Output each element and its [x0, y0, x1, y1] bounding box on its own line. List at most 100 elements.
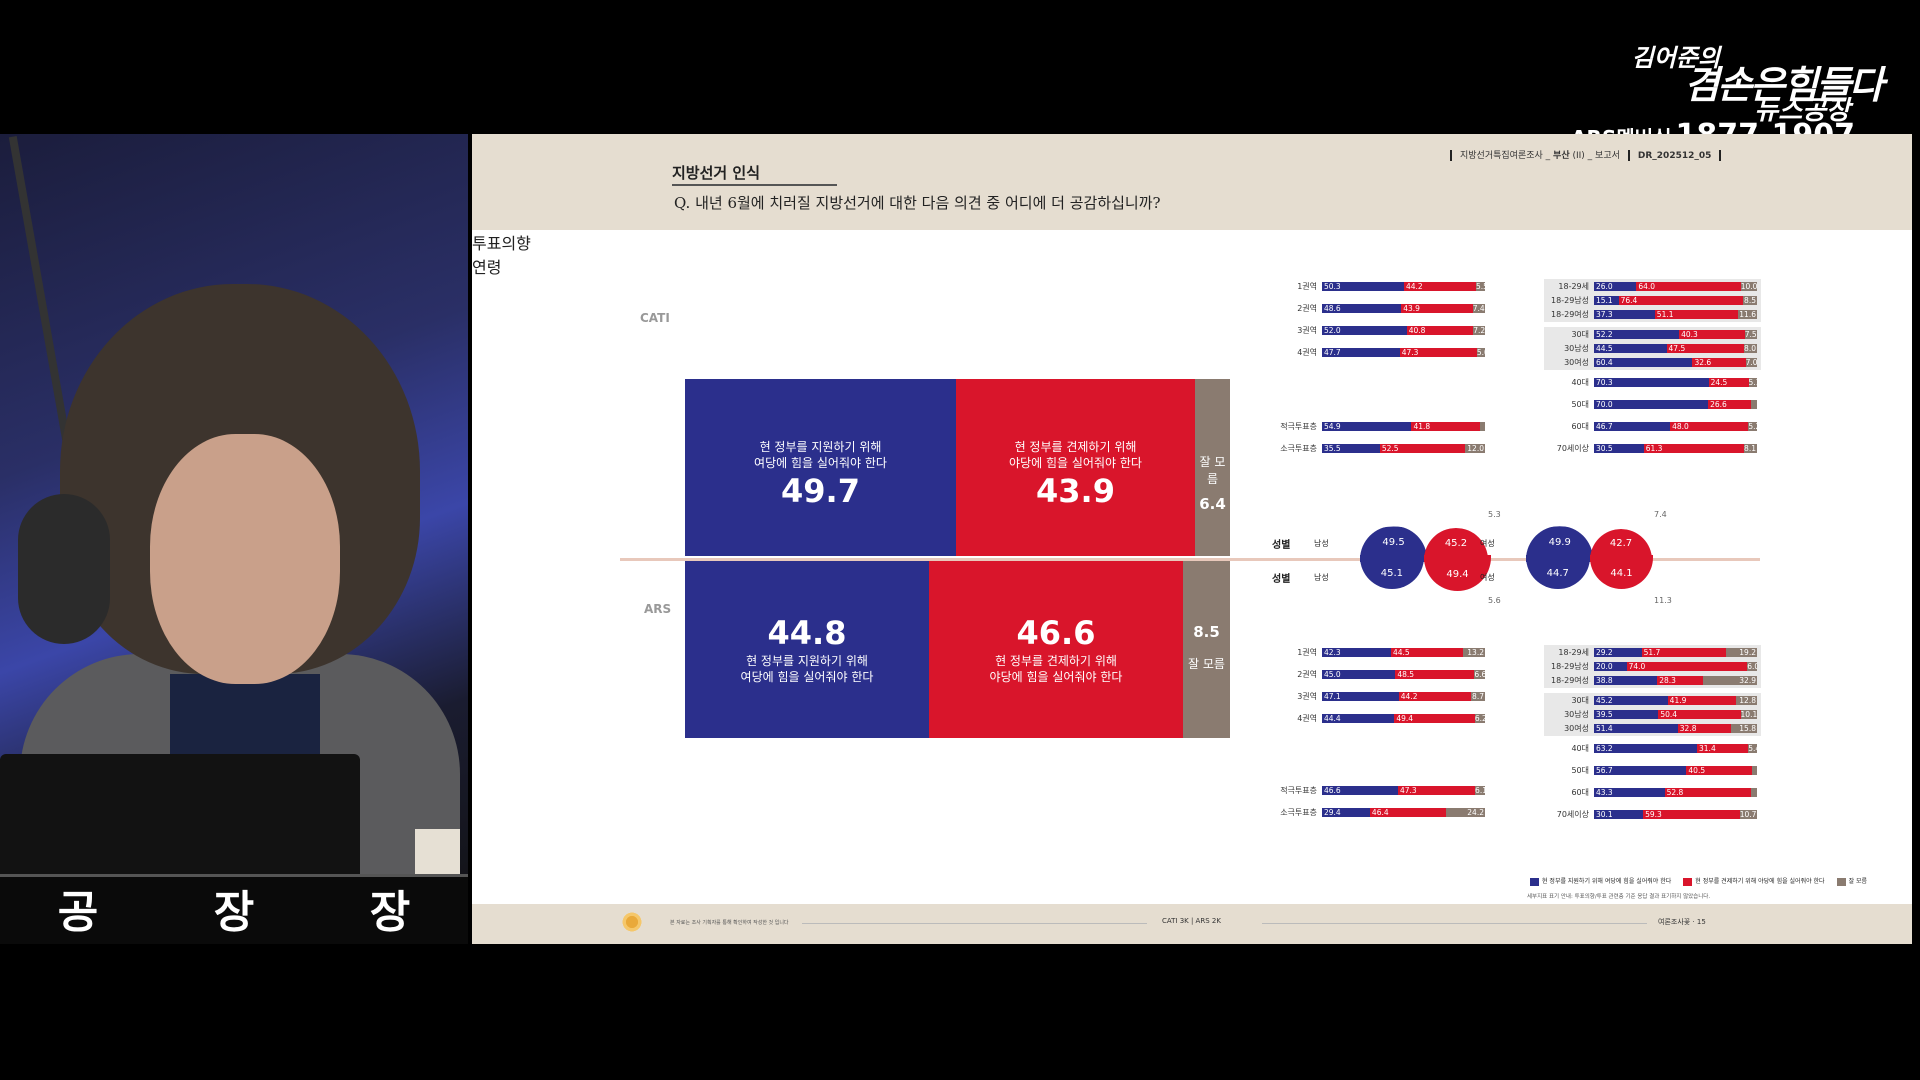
ars_age-row-label: 40대 — [1571, 744, 1589, 753]
desk-char-1: 공 — [57, 887, 99, 938]
ars_vote-title: 투표의향 — [472, 234, 531, 253]
ars_region-seg-0: 45.0 — [1322, 670, 1396, 679]
main-option-label: 현 정부를 견제하기 위해 야당에 힘을 실어줘야 한다 — [1009, 440, 1142, 470]
cati-label: CATI — [640, 311, 670, 325]
cati_age-row-label: 30대 — [1571, 330, 1589, 339]
cati_age-seg-1: 47.5 — [1666, 344, 1744, 353]
ars_age-seg-1: 32.8 — [1677, 724, 1732, 733]
slide-footer: 본 자료는 조사 기획자를 통해 확인하여 작성한 것 입니다 CATI 3K … — [472, 904, 1912, 944]
ars_age-seg-1: 28.3 — [1657, 676, 1704, 685]
ars_age-seg-1: 52.8 — [1664, 788, 1751, 797]
ars_age-seg-0: 20.0 — [1594, 662, 1627, 671]
cati_vote-seg-2 — [1479, 422, 1485, 431]
show-logo: 김어준의 겸손은힘들다 뉴스공장 ARS멤버십1877-1907 — [1571, 38, 1900, 153]
ars_age-seg-0: 30.1 — [1594, 810, 1644, 819]
main-value-label: 44.8 — [767, 614, 847, 652]
ars_age-row: 30대 45.2 41.9 12.8 — [1571, 696, 1757, 705]
ars_age-seg-1: 59.3 — [1643, 810, 1740, 819]
gender-circle-1-1-1: 44.1 — [1590, 555, 1654, 589]
gender-circle-1-1-0: 44.7 — [1526, 555, 1590, 589]
cati_age-seg-1: 76.4 — [1618, 296, 1744, 305]
ars_age-row-label: 70세이상 — [1556, 810, 1589, 819]
gender-label-1-1: 여성 — [1480, 573, 1495, 582]
gender-label-1-0: 남성 — [1314, 573, 1329, 582]
ars_age-seg-0: 45.2 — [1594, 696, 1668, 705]
cati_vote-row-label: 소극투표층 — [1280, 444, 1317, 453]
ars_age-seg-2: 10.7 — [1739, 810, 1757, 819]
legend-check-text: 현 정부를 견제하기 위해 야당에 힘을 실어줘야 한다 — [1695, 878, 1825, 885]
footer-sample: CATI 3K | ARS 2K — [1162, 917, 1221, 925]
main-value-label: 46.6 — [1016, 614, 1096, 652]
ars_age-seg-0: 29.2 — [1594, 648, 1642, 657]
cati_region-seg-2: 5.5 — [1476, 282, 1485, 291]
ars_age-seg-2: 19.2 — [1725, 648, 1757, 657]
cati_age-row-label: 40대 — [1571, 378, 1589, 387]
cati_age-row: 40대 70.324.55.1 — [1571, 378, 1757, 387]
main-dontknow-value: 8.5 — [1193, 623, 1220, 641]
ars_age-row: 30여성 51.4 32.8 15.8 — [1564, 724, 1757, 733]
cati_age-seg-2: 7.5 — [1744, 330, 1757, 339]
report-region: 부산 — [1553, 151, 1570, 161]
ars_age-seg-2: 15.8 — [1731, 724, 1757, 733]
main-ars-seg-0: 44.8 현 정부를 지원하기 위해 여당에 힘을 실어줘야 한다 — [685, 561, 929, 738]
cati_region-seg-1: 44.2 — [1403, 282, 1477, 291]
report-code: DR_202512_05 — [1637, 151, 1712, 161]
footer-rule-right — [1262, 923, 1647, 924]
main-option-label: 현 정부를 견제하기 위해 야당에 힘을 실어줘야 한다 — [989, 654, 1123, 684]
main-dontknow-label: 잘 모름 — [1188, 657, 1225, 671]
cati_age-row: 30대 52.2 40.3 7.5 — [1571, 330, 1757, 339]
main-cati-seg-0: 현 정부를 지원하기 위해 여당에 힘을 실어줘야 한다 49.7 — [685, 379, 956, 556]
cati_region-row-label: 1권역 — [1297, 282, 1317, 291]
cati_age-seg-0: 26.0 — [1594, 282, 1637, 291]
cati_region-row-label: 2권역 — [1297, 304, 1317, 313]
cati_age-seg-0: 70.3 — [1594, 378, 1709, 387]
gender-circle-1-0-0: 45.1 — [1360, 555, 1424, 589]
cati_region-seg-0: 48.6 — [1322, 304, 1402, 313]
gender-value-0-1-0: 49.9 — [1548, 536, 1571, 548]
cati_age-seg-1: 61.3 — [1643, 444, 1744, 453]
cati_age-seg-2: 5.2 — [1748, 422, 1757, 431]
ars_age-seg-1: 74.0 — [1626, 662, 1748, 671]
ars_vote-row: 소극투표층 29.4 46.4 24.2 — [1280, 808, 1485, 817]
cati_region-seg-1: 43.9 — [1401, 304, 1473, 313]
cati_age-row: 70세이상 30.5 61.3 8.1 — [1557, 444, 1757, 453]
cati_age-row-label: 70세이상 — [1556, 444, 1589, 453]
ars_age-title: 연령 — [472, 258, 502, 277]
gender-label-0-0: 남성 — [1314, 539, 1329, 548]
ars_age-seg-1: 31.4 — [1697, 744, 1749, 753]
gender-dontknow-1-1: 11.3 — [1654, 596, 1672, 605]
gender-value-0-1-1: 42.7 — [1609, 537, 1633, 549]
cati_age-seg-1: 48.0 — [1670, 422, 1749, 431]
ars_region-row: 3권역 47.1 44.2 8.7 — [1297, 692, 1485, 701]
survey-question: Q. 내년 6월에 치러질 지방선거에 대한 다음 의견 중 어디에 더 공감하… — [674, 194, 1161, 212]
cati_vote-seg-1: 52.5 — [1379, 444, 1466, 453]
ars_age-row-label: 18-29남성 — [1551, 662, 1589, 671]
ars_region-seg-2: 6.2 — [1474, 714, 1485, 723]
ars_age-row: 18-29남성 20.0 74.0 6.0 — [1551, 662, 1757, 671]
ars_age-row-label: 30여성 — [1564, 724, 1589, 733]
cati_age-row: 18-29여성 37.3 51.1 11.6 — [1551, 310, 1757, 319]
gender-value-1-1-1: 44.1 — [1610, 568, 1633, 580]
cati_age-row: 50대 70.0 26.6 — [1571, 400, 1757, 409]
cati_region-row: 1권역 50.344.25.5 — [1297, 282, 1485, 291]
cati_age-seg-0: 15.1 — [1594, 296, 1619, 305]
gender-value-0-0-0: 49.5 — [1382, 536, 1405, 548]
gender-value-1-1-0: 44.7 — [1546, 568, 1569, 580]
report-suffix: (II) _ 보고서 — [1572, 151, 1620, 161]
legend-support-text: 현 정부를 지원하기 위해 여당에 힘을 실어줘야 한다 — [1542, 878, 1672, 885]
cati_age-row-label: 18-29여성 — [1551, 310, 1589, 319]
ars_region-row-label: 4권역 — [1297, 714, 1317, 723]
method-divider — [620, 558, 1760, 561]
report-prefix: 지방선거특집여론조사 _ — [1460, 151, 1551, 161]
logo-line-show: 뉴스공장 — [1754, 96, 1850, 126]
logo-line-host: 김어준의 — [1631, 44, 1720, 72]
gender-value-1-0-0: 45.1 — [1380, 568, 1404, 580]
gender-dontknow-1-0: 5.6 — [1488, 596, 1501, 605]
ars_vote-row-label: 소극투표층 — [1280, 808, 1317, 817]
legend-item-check: 현 정부를 견제하기 위해 야당에 힘을 실어줘야 한다 — [1683, 876, 1825, 886]
cati_age-seg-0: 37.3 — [1594, 310, 1655, 319]
cati_age-row-label: 60대 — [1571, 422, 1589, 431]
ars_age-seg-2: 6.0 — [1747, 662, 1757, 671]
section-title: 지방선거 인식 — [672, 164, 761, 182]
ars_age-seg-1: 41.9 — [1667, 696, 1736, 705]
